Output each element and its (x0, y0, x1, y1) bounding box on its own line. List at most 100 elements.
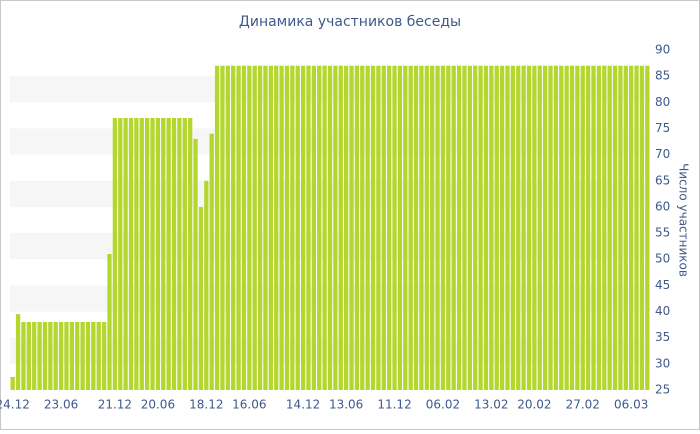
bar (553, 65, 559, 390)
bar (575, 65, 580, 390)
bar (42, 322, 48, 390)
bar (397, 65, 403, 390)
bar (118, 118, 123, 390)
bar (48, 322, 53, 390)
chart-title: Динамика участников беседы (239, 14, 461, 30)
bar (236, 65, 241, 390)
bar (128, 118, 134, 390)
bar (639, 65, 645, 390)
x-tick-label: 20.02 (517, 398, 551, 412)
bar (424, 65, 429, 390)
x-tick-label: 21.12 (98, 398, 132, 412)
bar (607, 65, 612, 390)
bar (440, 65, 446, 390)
bar (612, 65, 618, 390)
bar (177, 118, 182, 390)
x-tick-label: 13.06 (329, 398, 363, 412)
bar (311, 65, 317, 390)
bar (537, 65, 542, 390)
bar (225, 65, 230, 390)
bar (564, 65, 569, 390)
bar (107, 254, 112, 390)
x-tick-label: 18.12 (189, 398, 223, 412)
bar (370, 65, 376, 390)
bar (338, 65, 343, 390)
bar (171, 118, 177, 390)
bar (209, 133, 214, 390)
bar (96, 322, 101, 390)
x-tick-label: 23.06 (44, 398, 78, 412)
bar (53, 322, 58, 390)
bar (333, 65, 338, 390)
bar (387, 65, 392, 390)
bar (69, 322, 74, 390)
y-tick-label: 60 (655, 199, 670, 213)
bar (499, 65, 505, 390)
bar (526, 65, 532, 390)
bar (349, 65, 354, 390)
y-tick-label: 80 (655, 95, 670, 109)
bar (112, 118, 118, 390)
bar (80, 322, 85, 390)
bar (247, 65, 252, 390)
bar (451, 65, 456, 390)
bar (15, 314, 21, 390)
bar (408, 65, 413, 390)
bar (645, 65, 650, 390)
bar (139, 118, 144, 390)
bar (542, 65, 548, 390)
bar (580, 65, 585, 390)
bar (505, 65, 510, 390)
x-tick-label: 13.02 (474, 398, 508, 412)
bar (284, 65, 290, 390)
bar (134, 118, 139, 390)
bar (64, 322, 69, 390)
bar (354, 65, 360, 390)
bar (10, 376, 15, 390)
bar (634, 65, 639, 390)
y-axis-label: Число участников (677, 163, 691, 277)
bar (241, 65, 247, 390)
bar (467, 65, 472, 390)
bar (365, 65, 370, 390)
bar (58, 322, 64, 390)
bar (521, 65, 526, 390)
x-tick-label: 16.06 (232, 398, 266, 412)
bar (161, 118, 166, 390)
y-tick-label: 65 (655, 173, 670, 187)
bar (494, 65, 499, 390)
bar (489, 65, 494, 390)
bar (204, 180, 209, 390)
bar (327, 65, 333, 390)
bar (559, 65, 564, 390)
bar (26, 322, 31, 390)
bar (392, 65, 397, 390)
bar (290, 65, 295, 390)
bar (381, 65, 386, 390)
bar (510, 65, 516, 390)
bar (231, 65, 236, 390)
bar (257, 65, 263, 390)
x-tick-label: 06.03 (614, 398, 648, 412)
bar (586, 65, 591, 390)
bar (446, 65, 451, 390)
y-tick-label: 70 (655, 147, 670, 161)
bar (300, 65, 306, 390)
bar (623, 65, 628, 390)
bar (85, 322, 91, 390)
bar (602, 65, 607, 390)
bar (214, 65, 220, 390)
bar (462, 65, 467, 390)
bar (478, 65, 483, 390)
y-tick-label: 50 (655, 252, 670, 266)
bar (435, 65, 440, 390)
bar (317, 65, 322, 390)
bar (198, 206, 204, 390)
bar (21, 322, 26, 390)
bar (403, 65, 408, 390)
bar (268, 65, 273, 390)
y-tick-label: 45 (655, 278, 670, 292)
bar (166, 118, 171, 390)
bar (263, 65, 268, 390)
